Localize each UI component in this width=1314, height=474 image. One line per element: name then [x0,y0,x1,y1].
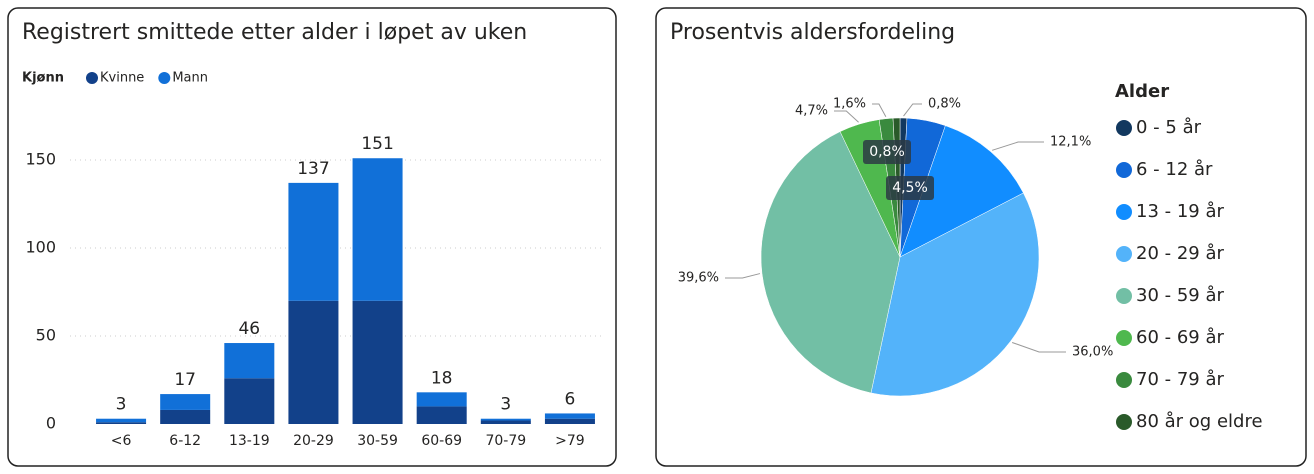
x-tick-label: 6-12 [169,433,201,449]
data-label: 1,6% [833,97,866,112]
data-label-box [886,176,934,200]
x-tick-label: <6 [111,433,132,449]
legend-swatch [1116,288,1132,304]
legend-swatch [1116,120,1132,136]
legend-swatch [1116,246,1132,262]
total-label: 18 [431,368,453,388]
bar-segment [544,418,595,424]
legend-label: Mann [172,71,208,86]
legend-label: 20 - 29 år [1136,243,1224,264]
legend-label: 13 - 19 år [1136,201,1224,222]
bar-segment [544,413,595,419]
bar-segment [224,343,275,379]
leader-line [872,103,887,117]
data-label-box [863,140,911,164]
total-label: 17 [174,370,196,390]
x-tick-label: 60-69 [421,433,462,449]
pie-slice [899,125,1024,258]
x-tick-label: 30-59 [357,433,398,449]
total-label: 6 [565,389,576,409]
y-tick-label: 100 [25,238,56,257]
legend-swatch [1116,204,1132,220]
data-label: 4,7% [795,104,828,119]
data-label: 12,1% [1050,135,1091,150]
leader-line [992,141,1044,151]
legend-label: 70 - 79 år [1136,369,1224,390]
x-tick-label: >79 [555,433,585,449]
pie-slice [760,131,901,394]
legend-swatch [1116,372,1132,388]
bar-segment [416,392,467,407]
x-tick-label: 70-79 [485,433,526,449]
data-label: 0,8% [869,144,905,160]
legend-swatch [158,72,171,84]
legend-swatch [1116,330,1132,346]
bar-segment [480,418,531,421]
bar-segment [288,182,339,301]
legend-swatch [1116,162,1132,178]
chart-title: Registrert smittede etter alder i løpet … [22,20,527,45]
leader-line [903,103,922,117]
total-label: 151 [361,134,393,154]
leader-line [725,273,761,279]
y-tick-label: 150 [25,150,56,169]
leader-line [1011,341,1066,353]
data-label: 0,8% [928,97,961,112]
bar-segment [160,409,211,424]
legend-label: 0 - 5 år [1136,117,1202,138]
data-label: 4,5% [892,180,928,196]
legend-label: 80 år og eldre [1136,411,1263,432]
bar-segment [352,300,403,424]
bar-segment [288,300,339,424]
pie-slice [870,192,1040,397]
bar-segment [480,420,531,424]
bar-segment [416,406,467,424]
data-label: 36,0% [1072,345,1113,360]
legend-title: Kjønn [22,71,64,86]
legend-swatch [1116,414,1132,430]
legend-label: 6 - 12 år [1136,159,1213,180]
leader-line [834,110,859,123]
legend-title: Alder [1115,81,1169,102]
total-label: 3 [500,395,511,415]
bar-segment [224,378,275,424]
y-tick-label: 0 [46,414,56,433]
y-tick-label: 50 [36,326,56,345]
bar-segment [96,418,147,423]
bar-segment [160,394,211,410]
x-tick-label: 20-29 [293,433,334,449]
legend-label: Kvinne [100,71,144,86]
total-label: 46 [238,319,260,339]
total-label: 137 [297,159,329,179]
legend-label: 60 - 69 år [1136,327,1224,348]
bar-segment [96,422,147,424]
legend-swatch [86,72,98,84]
bar-segment [352,158,403,301]
chart-title: Prosentvis aldersfordeling [670,20,955,45]
legend-label: 30 - 59 år [1136,285,1224,306]
data-label: 39,6% [678,271,719,286]
x-tick-label: 13-19 [229,433,270,449]
total-label: 3 [116,395,127,415]
